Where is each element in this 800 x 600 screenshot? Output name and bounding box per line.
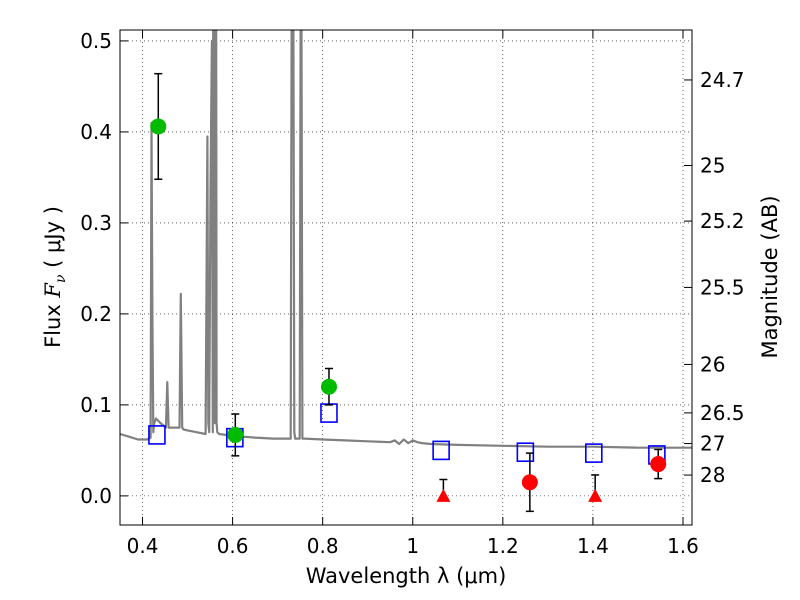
x-tick-label: 1.4 — [577, 534, 609, 558]
x-tick-label: 1 — [406, 534, 419, 558]
y-axis-label-suffix: ( μJy ) — [41, 206, 65, 274]
x-tick-label: 0.6 — [217, 534, 249, 558]
y-tick-label: 0.2 — [80, 302, 112, 326]
x-tick-label: 0.8 — [307, 534, 339, 558]
model-photometry-point — [148, 425, 166, 445]
y2-tick-label: 28 — [700, 463, 725, 487]
x-tick-label: 1.2 — [487, 534, 519, 558]
y-axis-label-prefix: Flux — [41, 298, 65, 348]
model-photometry-point — [516, 442, 535, 463]
detection-point — [227, 426, 244, 443]
y2-tick-label: 24.7 — [700, 68, 745, 92]
y-axis-label-sub: ν — [53, 274, 69, 283]
y-tick-label: 0.1 — [80, 393, 112, 417]
detection-point — [320, 378, 337, 395]
x-tick-label: 1.6 — [667, 534, 699, 558]
x-axis-ticks: 0.4 0.6 0.8 1 1.2 1.4 1.6 — [127, 30, 699, 558]
y-tick-label: 0.3 — [80, 211, 112, 235]
detection-point — [521, 474, 538, 491]
model-photometry-point — [432, 440, 450, 461]
plot-frame — [119, 29, 693, 526]
upper-limit-point — [588, 488, 603, 502]
x-tick-label: 0.4 — [127, 534, 159, 558]
y2-axis-ticks: 24.7 25 25.2 25.5 26 26.5 27 28 — [684, 68, 745, 487]
model-photometry-point — [585, 443, 603, 463]
upper-limit-point — [436, 488, 451, 502]
y-tick-label: 0.0 — [80, 484, 112, 508]
y-axis-ticks: 0.0 0.1 0.2 0.3 0.4 0.5 — [80, 29, 128, 508]
y2-tick-label: 26.5 — [700, 401, 745, 425]
y2-tick-label: 25.2 — [700, 209, 745, 233]
y-tick-label: 0.5 — [80, 29, 112, 53]
spectrum-layer — [120, 30, 692, 449]
y-tick-label: 0.4 — [80, 120, 112, 144]
y2-tick-label: 25 — [700, 153, 725, 177]
x-axis-label: Wavelength λ (μm) — [306, 564, 507, 588]
detection-point — [650, 456, 667, 473]
data-points-layer — [148, 72, 667, 513]
model-photometry-point — [320, 403, 338, 423]
y-axis-label: Flux Fν ( μJy ) — [41, 206, 69, 348]
y2-tick-label: 26 — [700, 352, 725, 376]
y2-tick-label: 25.5 — [700, 275, 745, 299]
y2-axis-label: Magnitude (AB) — [758, 195, 782, 358]
spectrum-line — [120, 30, 692, 449]
detection-point — [150, 118, 167, 135]
y2-tick-label: 27 — [700, 432, 725, 456]
y-axis-label-var: F — [41, 282, 65, 299]
